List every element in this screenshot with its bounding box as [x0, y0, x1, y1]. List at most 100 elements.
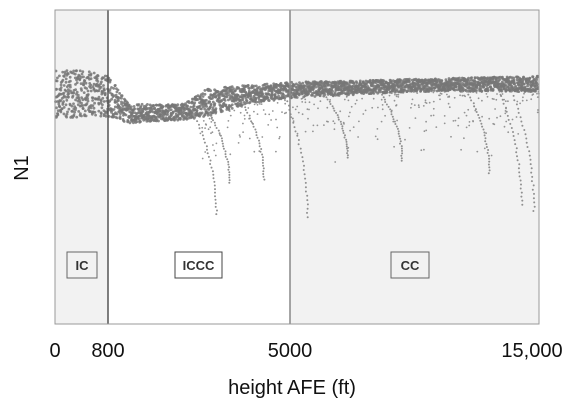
data-point: [82, 75, 85, 79]
data-point: [401, 149, 403, 152]
data-point: [467, 76, 470, 80]
data-point: [403, 88, 406, 92]
data-point: [221, 140, 224, 142]
data-point: [323, 124, 325, 126]
data-point: [215, 90, 219, 93]
data-point: [75, 90, 79, 94]
data-point: [210, 116, 213, 119]
data-point: [101, 96, 105, 100]
data-point: [510, 127, 513, 129]
data-point: [241, 96, 245, 100]
data-point: [401, 152, 404, 155]
data-point: [242, 131, 245, 134]
data-point: [209, 126, 212, 129]
data-point: [72, 69, 76, 73]
data-point: [341, 127, 344, 130]
data-point: [78, 98, 81, 102]
data-point: [332, 107, 335, 110]
data-point: [226, 126, 229, 129]
data-point: [351, 93, 355, 97]
data-point: [67, 107, 71, 111]
data-point: [312, 124, 315, 127]
data-point: [390, 92, 393, 94]
data-point: [395, 104, 397, 107]
data-point: [81, 98, 85, 102]
data-point: [258, 145, 261, 148]
data-point: [214, 154, 217, 157]
data-point: [239, 136, 242, 138]
data-point: [301, 81, 305, 85]
data-point: [99, 85, 103, 89]
data-point: [500, 94, 502, 97]
data-point: [483, 131, 486, 134]
data-point: [209, 159, 212, 162]
data-point: [428, 101, 431, 104]
data-point: [355, 99, 358, 102]
data-point: [401, 85, 405, 89]
data-point: [475, 86, 479, 90]
data-point: [515, 151, 518, 154]
data-point: [80, 75, 83, 79]
data-point: [447, 77, 451, 80]
data-point: [230, 103, 234, 107]
data-point: [384, 114, 386, 117]
data-point: [131, 110, 134, 113]
data-point: [312, 130, 314, 133]
data-point: [183, 107, 187, 111]
data-point: [266, 85, 270, 88]
data-point: [73, 110, 76, 114]
data-point: [93, 101, 96, 105]
data-point: [62, 100, 65, 103]
data-point: [385, 88, 389, 92]
data-point: [302, 169, 305, 171]
data-point: [511, 118, 514, 121]
data-point: [59, 83, 63, 87]
data-point: [430, 89, 433, 93]
data-point: [512, 86, 515, 89]
data-point: [201, 126, 204, 129]
data-point: [211, 131, 214, 134]
data-point: [91, 85, 95, 89]
data-point: [268, 100, 270, 102]
data-point: [504, 112, 507, 115]
data-point: [383, 98, 386, 101]
data-point: [113, 84, 117, 87]
data-point: [400, 159, 403, 162]
phase-label-cc-text: CC: [401, 258, 420, 273]
data-point: [534, 89, 537, 93]
data-point: [291, 86, 294, 90]
data-point: [372, 92, 376, 95]
data-point: [343, 136, 346, 139]
data-point: [447, 102, 450, 105]
data-point: [74, 83, 77, 86]
data-point: [100, 80, 103, 84]
data-point: [400, 145, 403, 148]
data-point: [521, 199, 524, 202]
data-point: [228, 110, 231, 112]
data-point: [400, 157, 403, 160]
data-point: [332, 120, 335, 123]
data-point: [418, 106, 420, 109]
data-point: [333, 91, 337, 95]
data-point: [87, 106, 91, 110]
data-point: [110, 86, 113, 89]
data-point: [361, 97, 363, 100]
data-point: [335, 111, 338, 114]
data-point: [479, 87, 483, 91]
data-point: [141, 110, 145, 113]
data-point: [80, 114, 83, 118]
data-point: [62, 84, 66, 87]
data-point: [522, 82, 526, 86]
data-point: [161, 116, 165, 120]
data-point: [65, 112, 69, 116]
data-point: [515, 116, 518, 118]
data-point: [72, 113, 76, 117]
data-point: [521, 79, 525, 83]
data-point: [72, 102, 75, 106]
data-point: [306, 207, 309, 210]
data-point: [342, 132, 345, 134]
data-point: [227, 160, 230, 163]
data-point: [528, 150, 531, 153]
data-point: [92, 88, 96, 91]
data-point: [525, 99, 528, 102]
